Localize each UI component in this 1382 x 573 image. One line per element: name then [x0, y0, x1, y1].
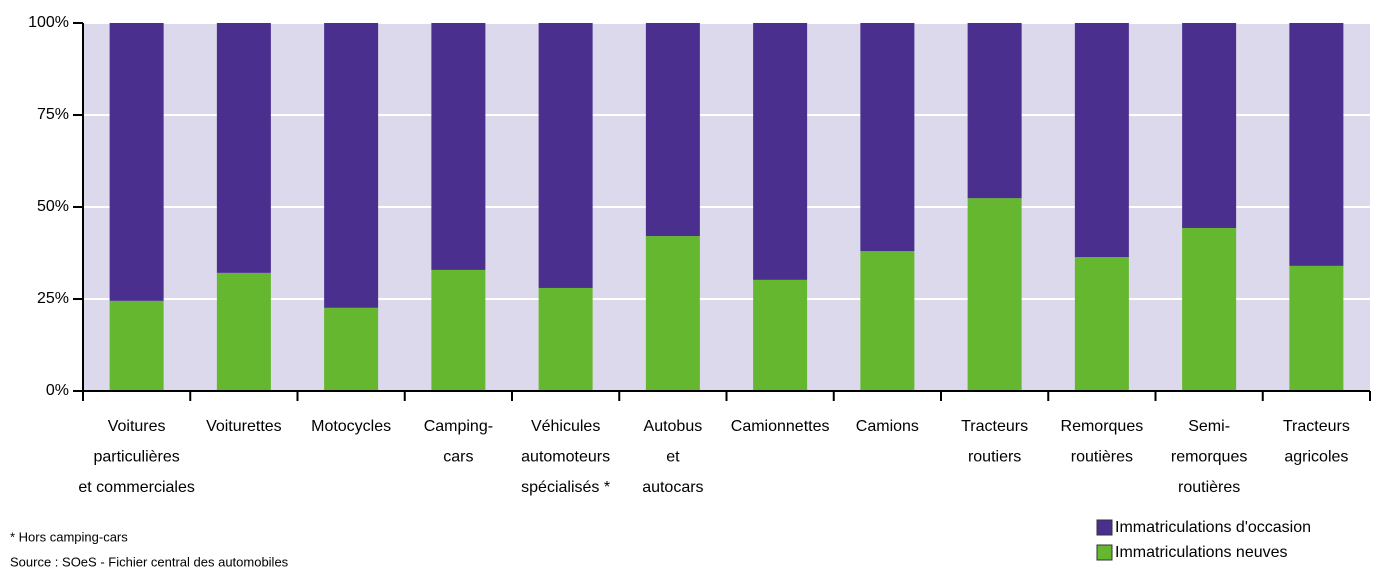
- y-tick-label: 25%: [37, 290, 69, 307]
- bar-segment: [1182, 23, 1237, 228]
- x-tick-label: routières: [1178, 479, 1240, 496]
- bar-segment: [645, 23, 700, 237]
- x-tick-label: spécialisés *: [521, 479, 610, 496]
- footnote: * Hors camping-cars: [10, 529, 128, 544]
- x-tick-label: Camions: [856, 418, 919, 435]
- y-tick-label: 50%: [37, 198, 69, 215]
- x-tick-label: Autobus: [644, 418, 703, 435]
- y-tick-label: 0%: [46, 382, 69, 399]
- bar-segment: [538, 23, 593, 288]
- bar-segment: [860, 23, 915, 252]
- x-tick-label: cars: [443, 449, 473, 466]
- x-tick-label: Tracteurs: [1283, 418, 1350, 435]
- legend-swatch: [1096, 544, 1113, 561]
- x-tick-label: particulières: [93, 449, 179, 466]
- bar-segment: [324, 307, 379, 391]
- x-tick-label: Semi-: [1188, 418, 1230, 435]
- x-tick-label: autocars: [642, 479, 703, 496]
- x-tick-label: Motocycles: [311, 418, 391, 435]
- x-tick-label: et: [666, 449, 680, 466]
- x-tick-label: agricoles: [1284, 449, 1348, 466]
- bar-segment: [967, 198, 1022, 391]
- bar-segment: [753, 23, 808, 280]
- bar-segment: [645, 236, 700, 391]
- x-tick-label: routiers: [968, 449, 1021, 466]
- bar-segment: [216, 23, 271, 273]
- bar-segment: [1182, 227, 1237, 391]
- x-tick-label: Voitures: [108, 418, 166, 435]
- x-tick-label: routières: [1071, 449, 1133, 466]
- bar-segment: [1074, 23, 1129, 258]
- bar-segment: [860, 251, 915, 391]
- legend-label: Immatriculations d'occasion: [1115, 519, 1311, 536]
- bar-segment: [431, 269, 486, 391]
- bar-segment: [324, 23, 379, 308]
- x-tick-label: Voiturettes: [206, 418, 282, 435]
- bar-segment: [1289, 23, 1344, 266]
- y-tick-label: 100%: [28, 14, 69, 31]
- bar-segment: [753, 279, 808, 391]
- x-tick-label: et commerciales: [78, 479, 194, 496]
- y-tick-label: 75%: [37, 106, 69, 123]
- x-tick-label: Camionnettes: [731, 418, 830, 435]
- legend-label: Immatriculations neuves: [1115, 544, 1288, 561]
- x-tick-label: Camping-: [424, 418, 493, 435]
- x-tick-label: Véhicules: [531, 418, 600, 435]
- bar-segment: [109, 300, 164, 391]
- x-tick-label: Tracteurs: [961, 418, 1028, 435]
- bar-segment: [538, 287, 593, 391]
- bar-segment: [216, 272, 271, 391]
- x-tick-label: remorques: [1171, 449, 1247, 466]
- bar-segment: [109, 23, 164, 301]
- bar-segment: [1074, 257, 1129, 391]
- bar-segment: [967, 23, 1022, 199]
- x-tick-label: Remorques: [1061, 418, 1144, 435]
- bar-segment: [1289, 265, 1344, 391]
- x-tick-label: automoteurs: [521, 449, 610, 466]
- footnote: Source : SOeS - Fichier central des auto…: [10, 554, 289, 569]
- bar-segment: [431, 23, 486, 270]
- legend-swatch: [1096, 519, 1113, 536]
